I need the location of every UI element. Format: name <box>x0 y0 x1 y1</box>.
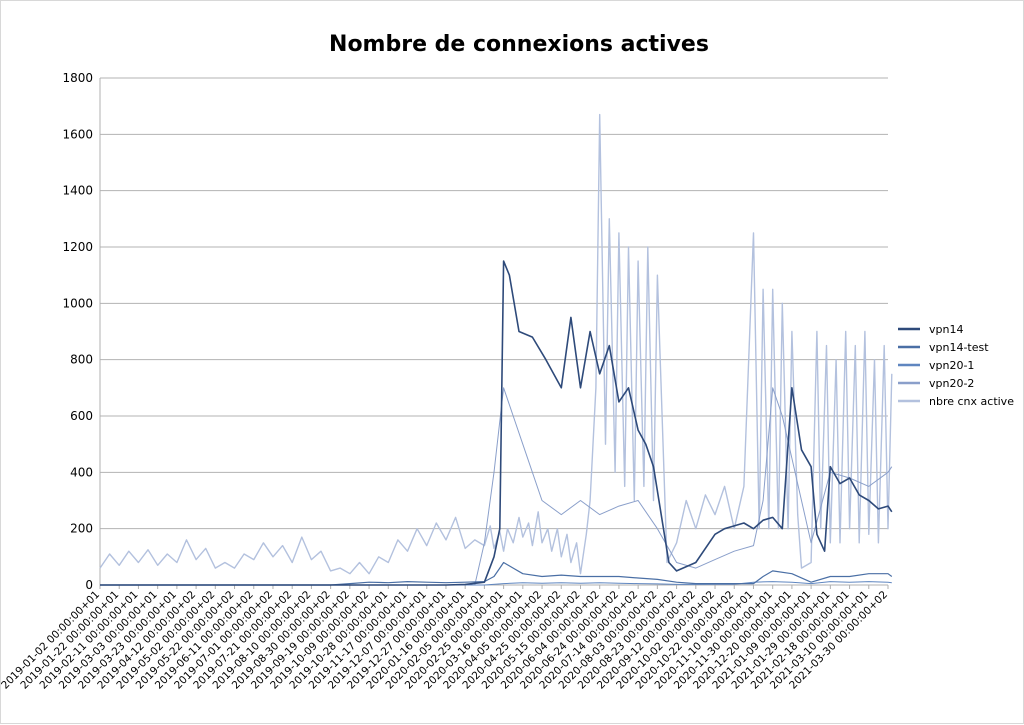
y-tick-label: 800 <box>70 353 93 367</box>
y-tick-label: 1600 <box>62 127 93 141</box>
legend-label: vpn14-test <box>929 341 989 354</box>
series-line-nbre-cnx-active <box>99 113 893 575</box>
plot-area <box>99 113 893 586</box>
series-line-vpn14 <box>100 260 893 586</box>
y-tick-label: 1800 <box>62 71 93 85</box>
legend-label: vpn14 <box>929 323 963 336</box>
y-tick-label: 1400 <box>62 184 93 198</box>
series-line-vpn20-2 <box>100 387 893 586</box>
legend: vpn14 vpn14-test vpn20-1 vpn20-2 nbre cnx ac… <box>898 323 1014 408</box>
y-tick-label: 0 <box>85 578 93 592</box>
y-tick-label: 1000 <box>62 296 93 310</box>
y-axis: 0 200 400 600 800 1000 1200 1400 1600 1800 <box>62 71 101 592</box>
legend-label: nbre cnx active <box>929 395 1014 408</box>
y-tick-label: 1200 <box>62 240 93 254</box>
legend-label: vpn20-1 <box>929 359 974 372</box>
gridlines <box>100 77 888 586</box>
chart-title: Nombre de connexions actives <box>329 32 709 57</box>
y-tick-label: 400 <box>70 465 93 479</box>
series-line-vpn20-1 <box>100 581 892 586</box>
y-tick-label: 200 <box>70 522 93 536</box>
legend-label: vpn20-2 <box>929 377 974 390</box>
series-line-vpn14-test <box>100 561 893 586</box>
y-tick-label: 600 <box>70 409 93 423</box>
